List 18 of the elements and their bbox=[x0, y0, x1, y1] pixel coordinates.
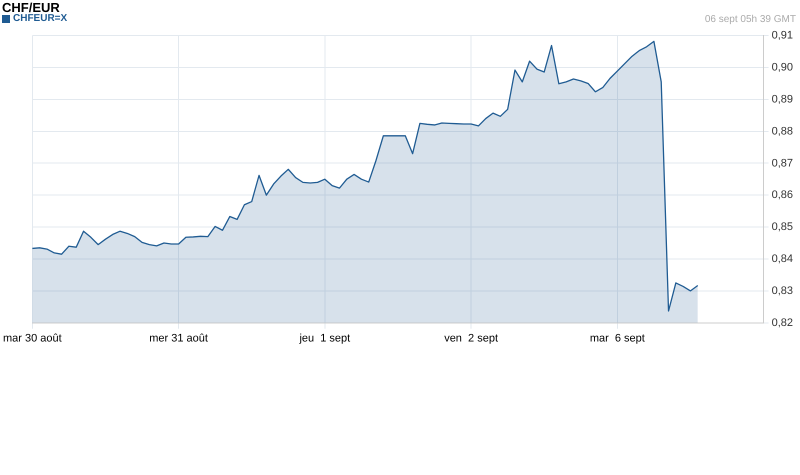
y-tick-label: 0,85 bbox=[772, 221, 794, 234]
y-tick-label: 0,83 bbox=[772, 284, 794, 297]
y-tick-label: 0,84 bbox=[772, 253, 794, 266]
x-tick-label: mar 6 sept bbox=[590, 332, 645, 344]
y-tick-label: 0,82 bbox=[772, 316, 794, 329]
y-tick-label: 0,90 bbox=[772, 62, 794, 74]
x-tick-label: mer 31 août bbox=[149, 332, 208, 344]
text: 06 sept 05h 39 GMT bbox=[704, 14, 796, 25]
x-tick-label: jeu 1 sept bbox=[298, 332, 350, 344]
y-tick-label: 0,87 bbox=[772, 157, 794, 170]
y-tick-label: 0,88 bbox=[772, 125, 794, 138]
y-tick-label: 0,91 bbox=[772, 30, 794, 42]
chart-title: CHF/EUR bbox=[2, 0, 60, 15]
x-tick-label: mar 30 août bbox=[3, 332, 62, 344]
y-tick-label: 0,86 bbox=[772, 189, 794, 202]
x-tick-label: ven 2 sept bbox=[444, 332, 498, 344]
y-tick-label: 0,89 bbox=[772, 93, 794, 106]
legend-label: CHFEUR=X bbox=[13, 13, 68, 24]
